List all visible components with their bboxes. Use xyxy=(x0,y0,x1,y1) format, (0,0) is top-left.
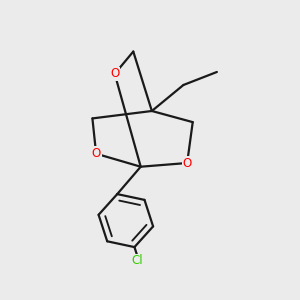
Text: O: O xyxy=(92,147,101,160)
Text: Cl: Cl xyxy=(131,254,142,267)
Text: O: O xyxy=(182,157,192,169)
Text: O: O xyxy=(110,67,119,80)
